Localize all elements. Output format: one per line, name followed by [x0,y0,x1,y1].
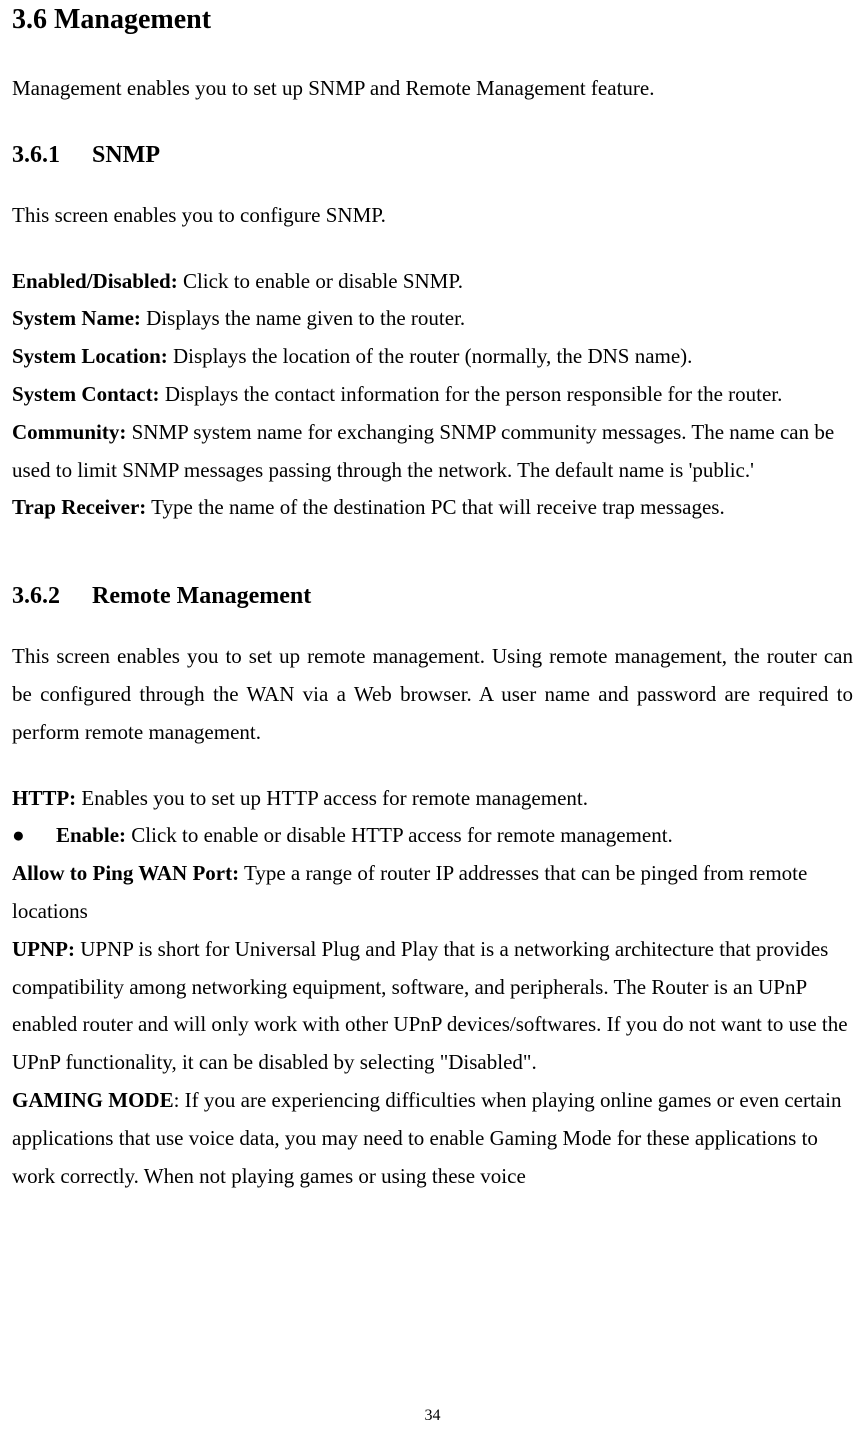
def-http-label: HTTP: [12,786,76,810]
def-system-name: System Name: Displays the name given to … [12,300,853,338]
def-upnp-label: UPNP: [12,937,75,961]
section-3-6-heading: 3.6 Management [12,0,853,36]
def-community-label: Community: [12,420,126,444]
section-3-6-1-intro: This screen enables you to configure SNM… [12,197,853,235]
def-system-location: System Location: Displays the location o… [12,338,853,376]
document-page: 3.6 Management Management enables you to… [0,0,865,1449]
def-community: Community: SNMP system name for exchangi… [12,414,853,490]
section-3-6-1-heading: 3.6.1SNMP [12,142,853,169]
def-system-location-text: Displays the location of the router (nor… [168,344,693,368]
def-http: HTTP: Enables you to set up HTTP access … [12,780,853,818]
section-number: 3.6.1 [12,142,92,169]
def-enabled-label: Enabled/Disabled: [12,269,178,293]
def-allow-ping: Allow to Ping WAN Port: Type a range of … [12,855,853,931]
bullet-enable-line: Enable: Click to enable or disable HTTP … [56,817,853,855]
bullet-enable-label: Enable: [56,823,126,847]
def-enabled: Enabled/Disabled: Click to enable or dis… [12,263,853,301]
def-gaming-mode-label: GAMING MODE [12,1088,174,1112]
def-system-name-text: Displays the name given to the router. [141,306,465,330]
page-number: 34 [0,1407,865,1425]
bullet-icon: ● [12,817,56,855]
def-gaming-mode: GAMING MODE: If you are experiencing dif… [12,1082,853,1195]
def-system-contact: System Contact: Displays the contact inf… [12,376,853,414]
bullet-enable: ● Enable: Click to enable or disable HTT… [12,817,853,855]
section-3-6-intro: Management enables you to set up SNMP an… [12,70,853,108]
def-allow-ping-label: Allow to Ping WAN Port: [12,861,239,885]
def-enabled-text: Click to enable or disable SNMP. [178,269,463,293]
def-trap-receiver: Trap Receiver: Type the name of the dest… [12,489,853,527]
bullet-enable-text: Click to enable or disable HTTP access f… [126,823,673,847]
section-title: SNMP [92,142,160,168]
section-number: 3.6.2 [12,583,92,610]
def-system-name-label: System Name: [12,306,141,330]
def-http-text: Enables you to set up HTTP access for re… [76,786,588,810]
def-trap-receiver-text: Type the name of the destination PC that… [146,495,724,519]
def-upnp-text: UPNP is short for Universal Plug and Pla… [12,937,848,1074]
def-system-contact-text: Displays the contact information for the… [160,382,783,406]
def-system-contact-label: System Contact: [12,382,160,406]
def-upnp: UPNP: UPNP is short for Universal Plug a… [12,931,853,1082]
def-community-text: SNMP system name for exchanging SNMP com… [12,420,834,482]
remote-management-definitions: HTTP: Enables you to set up HTTP access … [12,780,853,1196]
def-trap-receiver-label: Trap Receiver: [12,495,146,519]
def-system-location-label: System Location: [12,344,168,368]
section-title: Remote Management [92,583,311,609]
section-3-6-2-heading: 3.6.2Remote Management [12,583,853,610]
snmp-definitions: Enabled/Disabled: Click to enable or dis… [12,263,853,528]
section-3-6-2-intro: This screen enables you to set up remote… [12,638,853,751]
